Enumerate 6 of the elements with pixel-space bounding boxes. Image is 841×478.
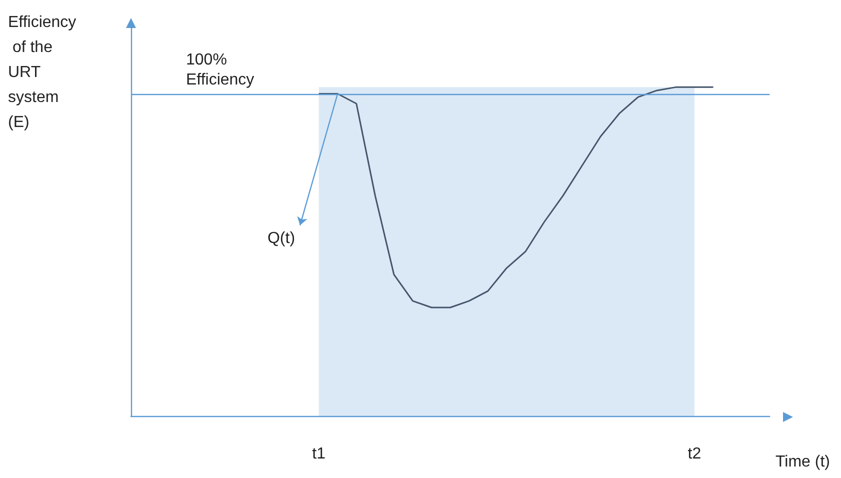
x-axis-title: Time (t)	[775, 454, 830, 470]
ref-line-label: 100% Efficiency	[186, 51, 254, 88]
annotation: Q(t)	[267, 230, 296, 247]
y-axis-title: Efficiency of the URT system (E)	[8, 14, 76, 131]
x-tick-label: t2	[688, 446, 702, 462]
x-tick-label: t1	[312, 446, 326, 462]
